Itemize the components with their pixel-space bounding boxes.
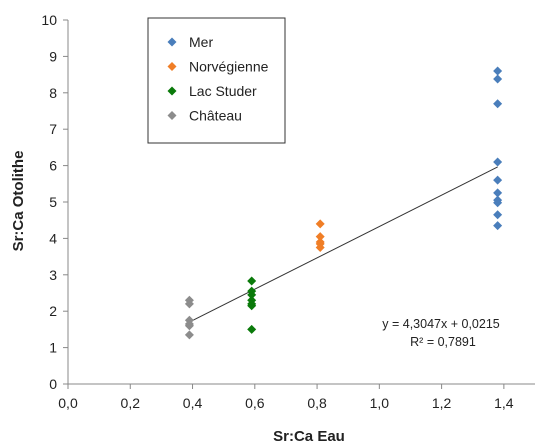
data-point-norv-gienne (315, 243, 325, 252)
legend: Mer Norvégienne Lac Studer Château (147, 17, 286, 144)
y-tick-label: 3 (49, 267, 57, 283)
legend-label: Château (189, 108, 242, 124)
data-point-mer (493, 221, 503, 231)
legend-label: Mer (189, 34, 213, 50)
data-points (184, 66, 503, 340)
y-tick-label: 1 (49, 340, 57, 356)
legend-marker (167, 62, 177, 71)
trendline-group (189, 166, 498, 323)
y-tick-label: 0 (49, 376, 57, 392)
y-tick-label: 2 (49, 303, 57, 319)
x-tick-label: 1,4 (494, 395, 514, 411)
x-tick-label: 0,4 (183, 395, 203, 411)
data-point-mer (493, 175, 503, 185)
y-tick-label: 7 (49, 121, 57, 137)
data-point-mer (493, 66, 503, 76)
y-axis-title: Sr:Ca Otolithe (10, 151, 27, 252)
data-point-mer (493, 74, 503, 84)
data-point-ch-teau (184, 330, 194, 340)
x-axis-ticks: 0,0 0,2 0,4 0,6 0,8 1,0 1,2 1,4 (58, 384, 514, 411)
data-point-lac-studer (247, 324, 257, 334)
x-tick-label: 0,0 (58, 395, 78, 411)
trendline-r-squared: R² = 0,7891 (410, 335, 476, 349)
y-tick-label: 6 (49, 158, 57, 174)
trendline-equation: y = 4,3047x + 0,0215 (382, 317, 500, 331)
data-point-mer (493, 157, 503, 167)
y-axis-ticks: 0 1 2 3 4 5 6 7 8 9 10 (41, 12, 68, 392)
data-point-mer (493, 99, 503, 109)
y-tick-label: 5 (49, 194, 57, 210)
y-tick-label: 10 (41, 12, 57, 28)
data-point-ch-teau (184, 321, 194, 331)
data-point-norv-gienne (315, 232, 325, 242)
x-tick-label: 0,2 (121, 395, 141, 411)
x-axis-title: Sr:Ca Eau (273, 428, 345, 445)
data-point-lac-studer (247, 276, 257, 286)
legend-label: Lac Studer (189, 83, 257, 99)
legend-label: Norvégienne (189, 59, 269, 75)
legend-marker (167, 86, 177, 96)
x-tick-label: 1,0 (370, 395, 390, 411)
data-point-ch-teau (184, 299, 194, 309)
legend-marker (167, 111, 177, 120)
y-tick-label: 4 (49, 230, 57, 246)
legend-box (147, 17, 286, 144)
x-tick-label: 0,8 (307, 395, 327, 411)
trendline (189, 166, 498, 323)
data-point-mer (493, 198, 503, 208)
data-point-norv-gienne (315, 219, 325, 229)
data-point-lac-studer (247, 301, 257, 311)
legend-marker (167, 37, 177, 47)
y-tick-label: 9 (49, 48, 57, 64)
legend-items: Mer Norvégienne Lac Studer Château (167, 34, 269, 124)
data-point-mer (493, 188, 503, 198)
x-tick-label: 1,2 (432, 395, 452, 411)
data-point-lac-studer (247, 290, 257, 300)
data-point-mer (493, 210, 503, 220)
x-tick-label: 0,6 (245, 395, 265, 411)
y-tick-label: 8 (49, 85, 57, 101)
